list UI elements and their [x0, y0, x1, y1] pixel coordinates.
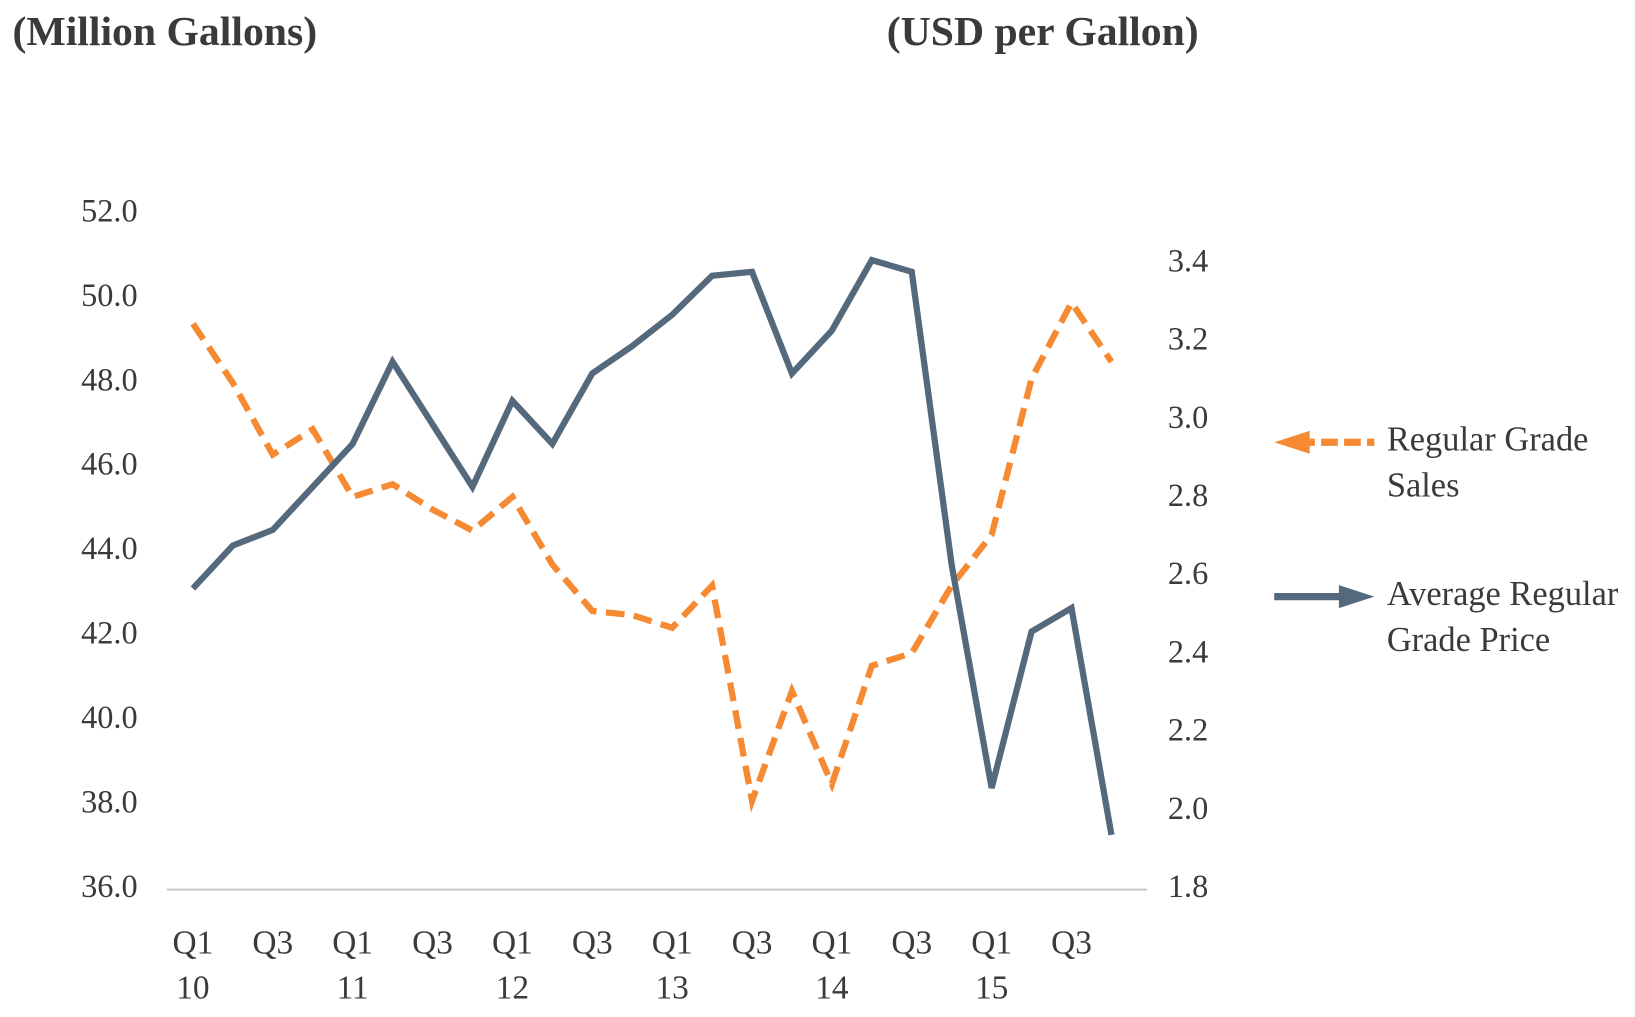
- y-axis-label: (Million Gallons): [13, 9, 318, 55]
- x-tick-label: Q1: [173, 925, 214, 962]
- x-tick-label: Q1: [971, 925, 1012, 962]
- x-tick-label: 11: [337, 969, 369, 1006]
- y-tick-label: 50.0: [81, 277, 138, 313]
- y2-axis-label: (USD per Gallon): [887, 9, 1199, 55]
- y2-tick-label: 3.2: [1168, 321, 1208, 357]
- x-tick-label: Q1: [652, 925, 693, 962]
- legend-arrow: [1338, 585, 1375, 609]
- x-tick-label: Q3: [1051, 925, 1092, 962]
- series-line: [190, 296, 1115, 813]
- y-tick-label: 40.0: [81, 699, 138, 735]
- y-tick-label: 36.0: [81, 868, 138, 904]
- legend-label: Regular Grade Sales: [1386, 421, 1589, 505]
- legend-arrow: [1274, 430, 1310, 454]
- y2-tick-label: 1.8: [1168, 868, 1208, 904]
- x-tick-label: Q3: [572, 925, 613, 962]
- y-tick-label: 38.0: [81, 784, 138, 820]
- legend-entry: Regular Grade Sales: [1386, 421, 1589, 505]
- y2-tick-label: 2.8: [1168, 477, 1208, 513]
- x-tick-label: Q3: [891, 925, 932, 962]
- y2-tick-label: 3.0: [1168, 399, 1208, 435]
- y2-tick-label: 3.4: [1168, 242, 1208, 278]
- x-tick-label: Q1: [332, 925, 373, 962]
- x-tick-label: Q3: [732, 925, 773, 962]
- y2-tick-label: 2.2: [1168, 712, 1208, 748]
- x-tick-label: Q1: [492, 925, 533, 962]
- series-line: [190, 256, 1115, 836]
- x-tick-label: Q1: [811, 925, 852, 962]
- y2-tick-label: 2.4: [1168, 633, 1208, 669]
- x-tick-label: Q3: [412, 925, 453, 962]
- y-tick-label: 48.0: [81, 361, 138, 397]
- x-tick-label: 14: [815, 969, 849, 1006]
- legend-label: Average Regular Grade Price: [1386, 575, 1619, 660]
- x-tick-label: Q3: [252, 925, 293, 962]
- y2-tick-label: 2.6: [1168, 555, 1208, 591]
- x-tick-label: 12: [496, 969, 529, 1006]
- y-tick-label: 52.0: [81, 192, 138, 228]
- x-tick-label: 10: [176, 969, 209, 1006]
- x-tick-label: 13: [655, 969, 688, 1006]
- legend-entry: Average Regular Grade Price: [1386, 575, 1619, 660]
- y-tick-label: 46.0: [81, 446, 138, 482]
- y-tick-label: 42.0: [81, 615, 138, 651]
- x-tick-label: 15: [975, 969, 1008, 1006]
- y2-tick-label: 2.0: [1168, 790, 1208, 826]
- y-tick-label: 44.0: [81, 530, 138, 566]
